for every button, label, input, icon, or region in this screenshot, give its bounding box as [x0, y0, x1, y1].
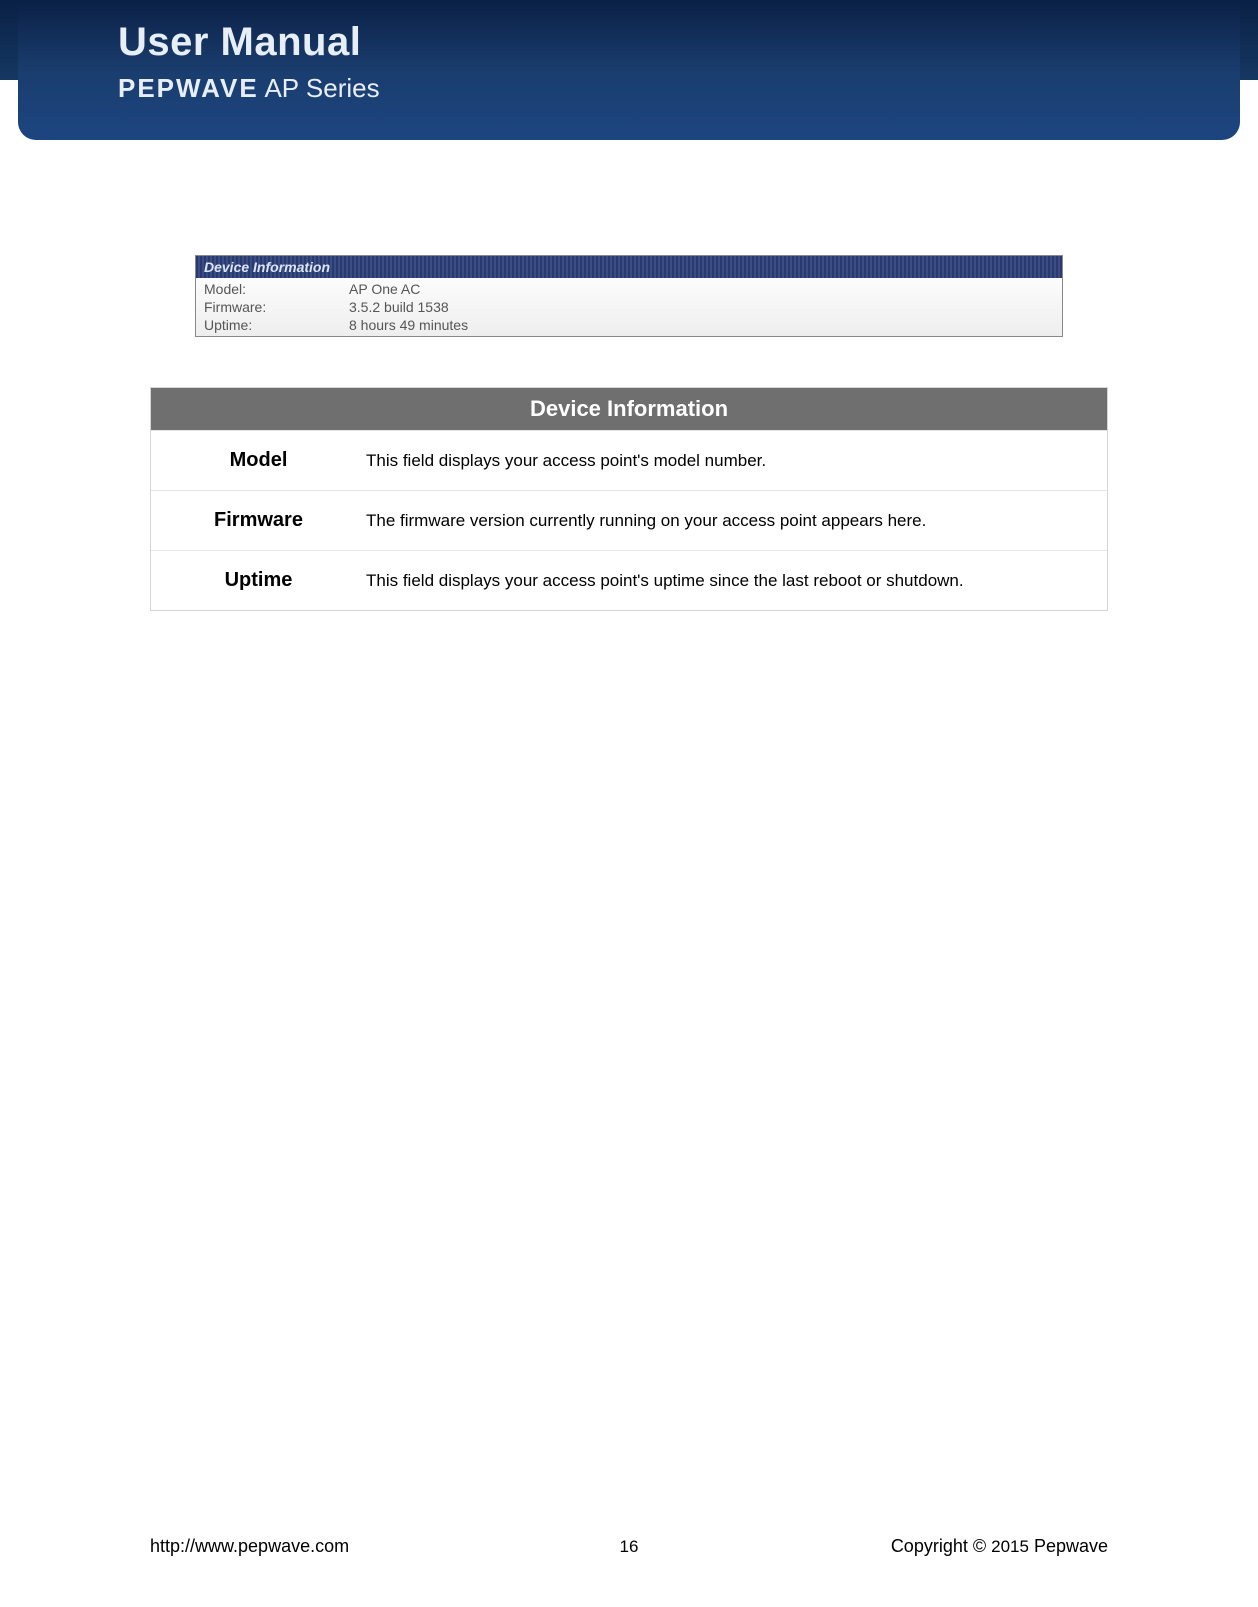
footer-copyright: Copyright © 2015 Pepwave: [638, 1536, 1108, 1557]
screenshot-body: Model: AP One AC Firmware: 3.5.2 build 1…: [196, 278, 1062, 336]
screenshot-row: Firmware: 3.5.2 build 1538: [196, 298, 1062, 316]
device-info-screenshot: Device Information Model: AP One AC Firm…: [195, 255, 1063, 337]
table-row: Model This field displays your access po…: [151, 430, 1107, 490]
field-description: The firmware version currently running o…: [366, 491, 1107, 550]
screenshot-panel-title: Device Information: [196, 256, 1062, 278]
copyright-prefix: Copyright ©: [891, 1536, 991, 1556]
field-description: This field displays your access point's …: [366, 551, 1107, 610]
brand-series: AP Series: [259, 73, 380, 103]
brand-name: PEPWAVE: [118, 73, 259, 103]
screenshot-row: Model: AP One AC: [196, 280, 1062, 298]
field-name: Uptime: [151, 551, 366, 610]
page-footer: http://www.pepwave.com 16 Copyright © 20…: [150, 1536, 1108, 1557]
doc-table-title: Device Information: [151, 388, 1107, 430]
field-name: Firmware: [151, 491, 366, 550]
screenshot-label: Model:: [204, 281, 349, 297]
page-header: User Manual PEPWAVE AP Series: [18, 0, 1240, 140]
content-area: Device Information Model: AP One AC Firm…: [0, 140, 1258, 611]
device-info-doc-table: Device Information Model This field disp…: [150, 387, 1108, 611]
screenshot-value: AP One AC: [349, 281, 420, 297]
field-description: This field displays your access point's …: [366, 431, 1107, 490]
screenshot-value: 3.5.2 build 1538: [349, 299, 449, 315]
table-row: Firmware The firmware version currently …: [151, 490, 1107, 550]
screenshot-label: Firmware:: [204, 299, 349, 315]
copyright-year: 2015: [991, 1537, 1029, 1556]
copyright-suffix: Pepwave: [1029, 1536, 1108, 1556]
screenshot-value: 8 hours 49 minutes: [349, 317, 468, 333]
screenshot-label: Uptime:: [204, 317, 349, 333]
footer-url: http://www.pepwave.com: [150, 1536, 620, 1557]
manual-title: User Manual: [118, 20, 1240, 65]
table-row: Uptime This field displays your access p…: [151, 550, 1107, 610]
brand-line: PEPWAVE AP Series: [118, 73, 1240, 104]
field-name: Model: [151, 431, 366, 490]
footer-page-number: 16: [620, 1537, 639, 1557]
screenshot-row: Uptime: 8 hours 49 minutes: [196, 316, 1062, 334]
